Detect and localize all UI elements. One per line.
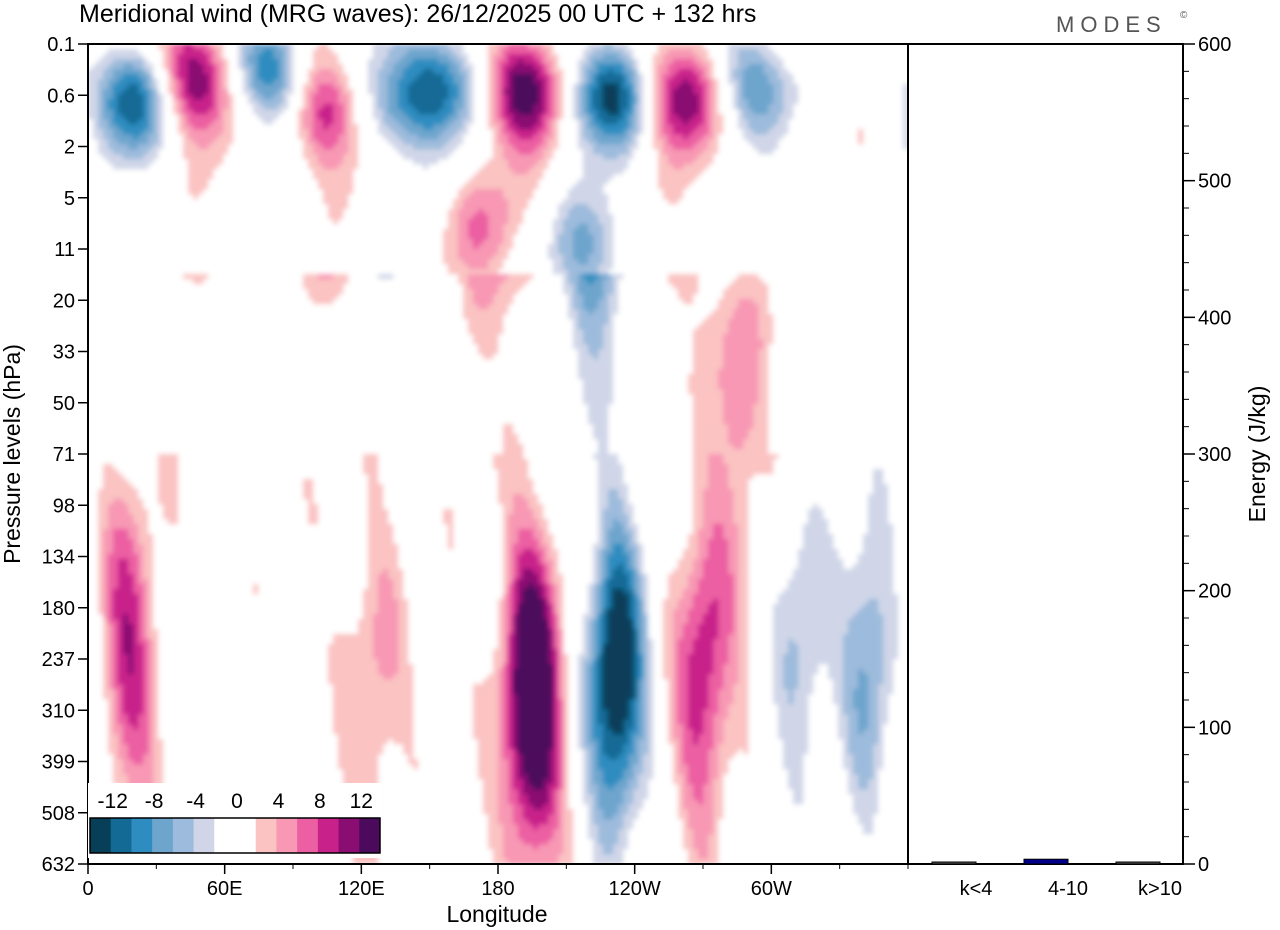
y-tick-label: 33: [53, 342, 75, 364]
y-axis: 0.1 0.6 2 5 11 20 33 50 71 98 134 180 237 310 399 508 63…: [42, 34, 88, 876]
energy-axis: 0 100 200 300 400 500 600: [1183, 34, 1231, 876]
y-tick-label: 399: [42, 752, 75, 774]
brand-logo: MODES: [1056, 12, 1167, 37]
x-axis-title: Longitude: [446, 901, 547, 927]
brand-mark: ©: [1180, 10, 1188, 21]
y-tick-label: 50: [53, 393, 75, 415]
colorbar-swatch: [297, 818, 319, 853]
energy-categories: k<4 4-10 k>10: [960, 878, 1182, 900]
energy-axis-title: Energy (J/kg): [1244, 386, 1270, 523]
y-tick-label: 0.6: [47, 85, 75, 107]
y-tick-label: 71: [53, 444, 75, 466]
x-tick-label: 60E: [207, 878, 243, 900]
x-tick-label: 0: [82, 878, 93, 900]
colorbar-swatch: [214, 818, 236, 853]
colorbar-label: -12: [98, 790, 128, 813]
colorbar-label: 4: [273, 790, 285, 813]
x-tick-label: 120E: [338, 878, 385, 900]
x-tick-label: 180: [481, 878, 514, 900]
x-axis: 0 60E 120E 180 120W 60W: [82, 864, 909, 900]
y-tick-label: 2: [64, 137, 75, 159]
colorbar-swatch: [110, 818, 132, 853]
energy-tick-label: 400: [1198, 307, 1231, 329]
y-tick-label: 632: [42, 854, 75, 876]
y-tick-label: 20: [53, 290, 75, 312]
heatmap-field: [88, 44, 908, 864]
energy-tick-label: 600: [1198, 34, 1231, 56]
heatmap-raster: [88, 44, 908, 864]
y-tick-label: 5: [64, 188, 75, 210]
colorbar-label: 0: [231, 790, 243, 813]
colorbar-swatch: [235, 818, 257, 853]
energy-tick-label: 200: [1198, 581, 1231, 603]
y-tick-label: 11: [54, 239, 75, 261]
y-tick-label: 237: [42, 649, 75, 671]
colorbar-swatch: [276, 818, 298, 853]
y-tick-label: 310: [42, 700, 75, 722]
energy-tick-label: 100: [1198, 717, 1231, 739]
y-axis-title: Pressure levels (hPa): [0, 344, 25, 564]
energy-category-label: k<4: [960, 878, 993, 900]
colorbar-swatch: [152, 818, 174, 853]
y-tick-label: 134: [42, 547, 75, 569]
colorbar: -12 -8 -4 0 4 8 12: [88, 783, 382, 858]
colorbar-swatch: [338, 818, 360, 853]
energy-bar: [931, 861, 977, 865]
colorbar-label: -4: [186, 790, 205, 813]
colorbar-swatch: [317, 818, 340, 853]
colorbar-swatch: [193, 818, 215, 853]
x-tick-label: 120W: [609, 878, 661, 900]
energy-category-label: k>10: [1138, 878, 1182, 900]
energy-bar: [1115, 861, 1161, 865]
y-tick-label: 0.1: [47, 34, 75, 56]
y-tick-label: 508: [42, 803, 75, 825]
chart-title: Meridional wind (MRG waves): 26/12/2025 …: [79, 0, 756, 28]
colorbar-frame: [89, 817, 381, 854]
colorbar-swatch: [172, 818, 195, 853]
energy-category-label: 4-10: [1048, 878, 1088, 900]
y-tick-label: 98: [53, 495, 75, 517]
colorbar-swatch: [131, 818, 153, 853]
energy-bar: [1023, 858, 1069, 865]
colorbar-label: 8: [314, 790, 326, 813]
colorbar-label: -8: [145, 790, 164, 813]
x-tick-label: 60W: [751, 878, 792, 900]
colorbar-label: 12: [350, 790, 373, 813]
energy-panel-frame: [907, 43, 1184, 865]
colorbar-swatch: [359, 818, 381, 853]
y-tick-label: 180: [42, 598, 75, 620]
colorbar-swatch: [90, 818, 112, 853]
energy-tick-label: 300: [1198, 444, 1231, 466]
energy-bars: [931, 858, 1161, 865]
colorbar-swatch: [255, 818, 277, 853]
energy-tick-label: 0: [1198, 854, 1209, 876]
energy-tick-label: 500: [1198, 171, 1231, 193]
